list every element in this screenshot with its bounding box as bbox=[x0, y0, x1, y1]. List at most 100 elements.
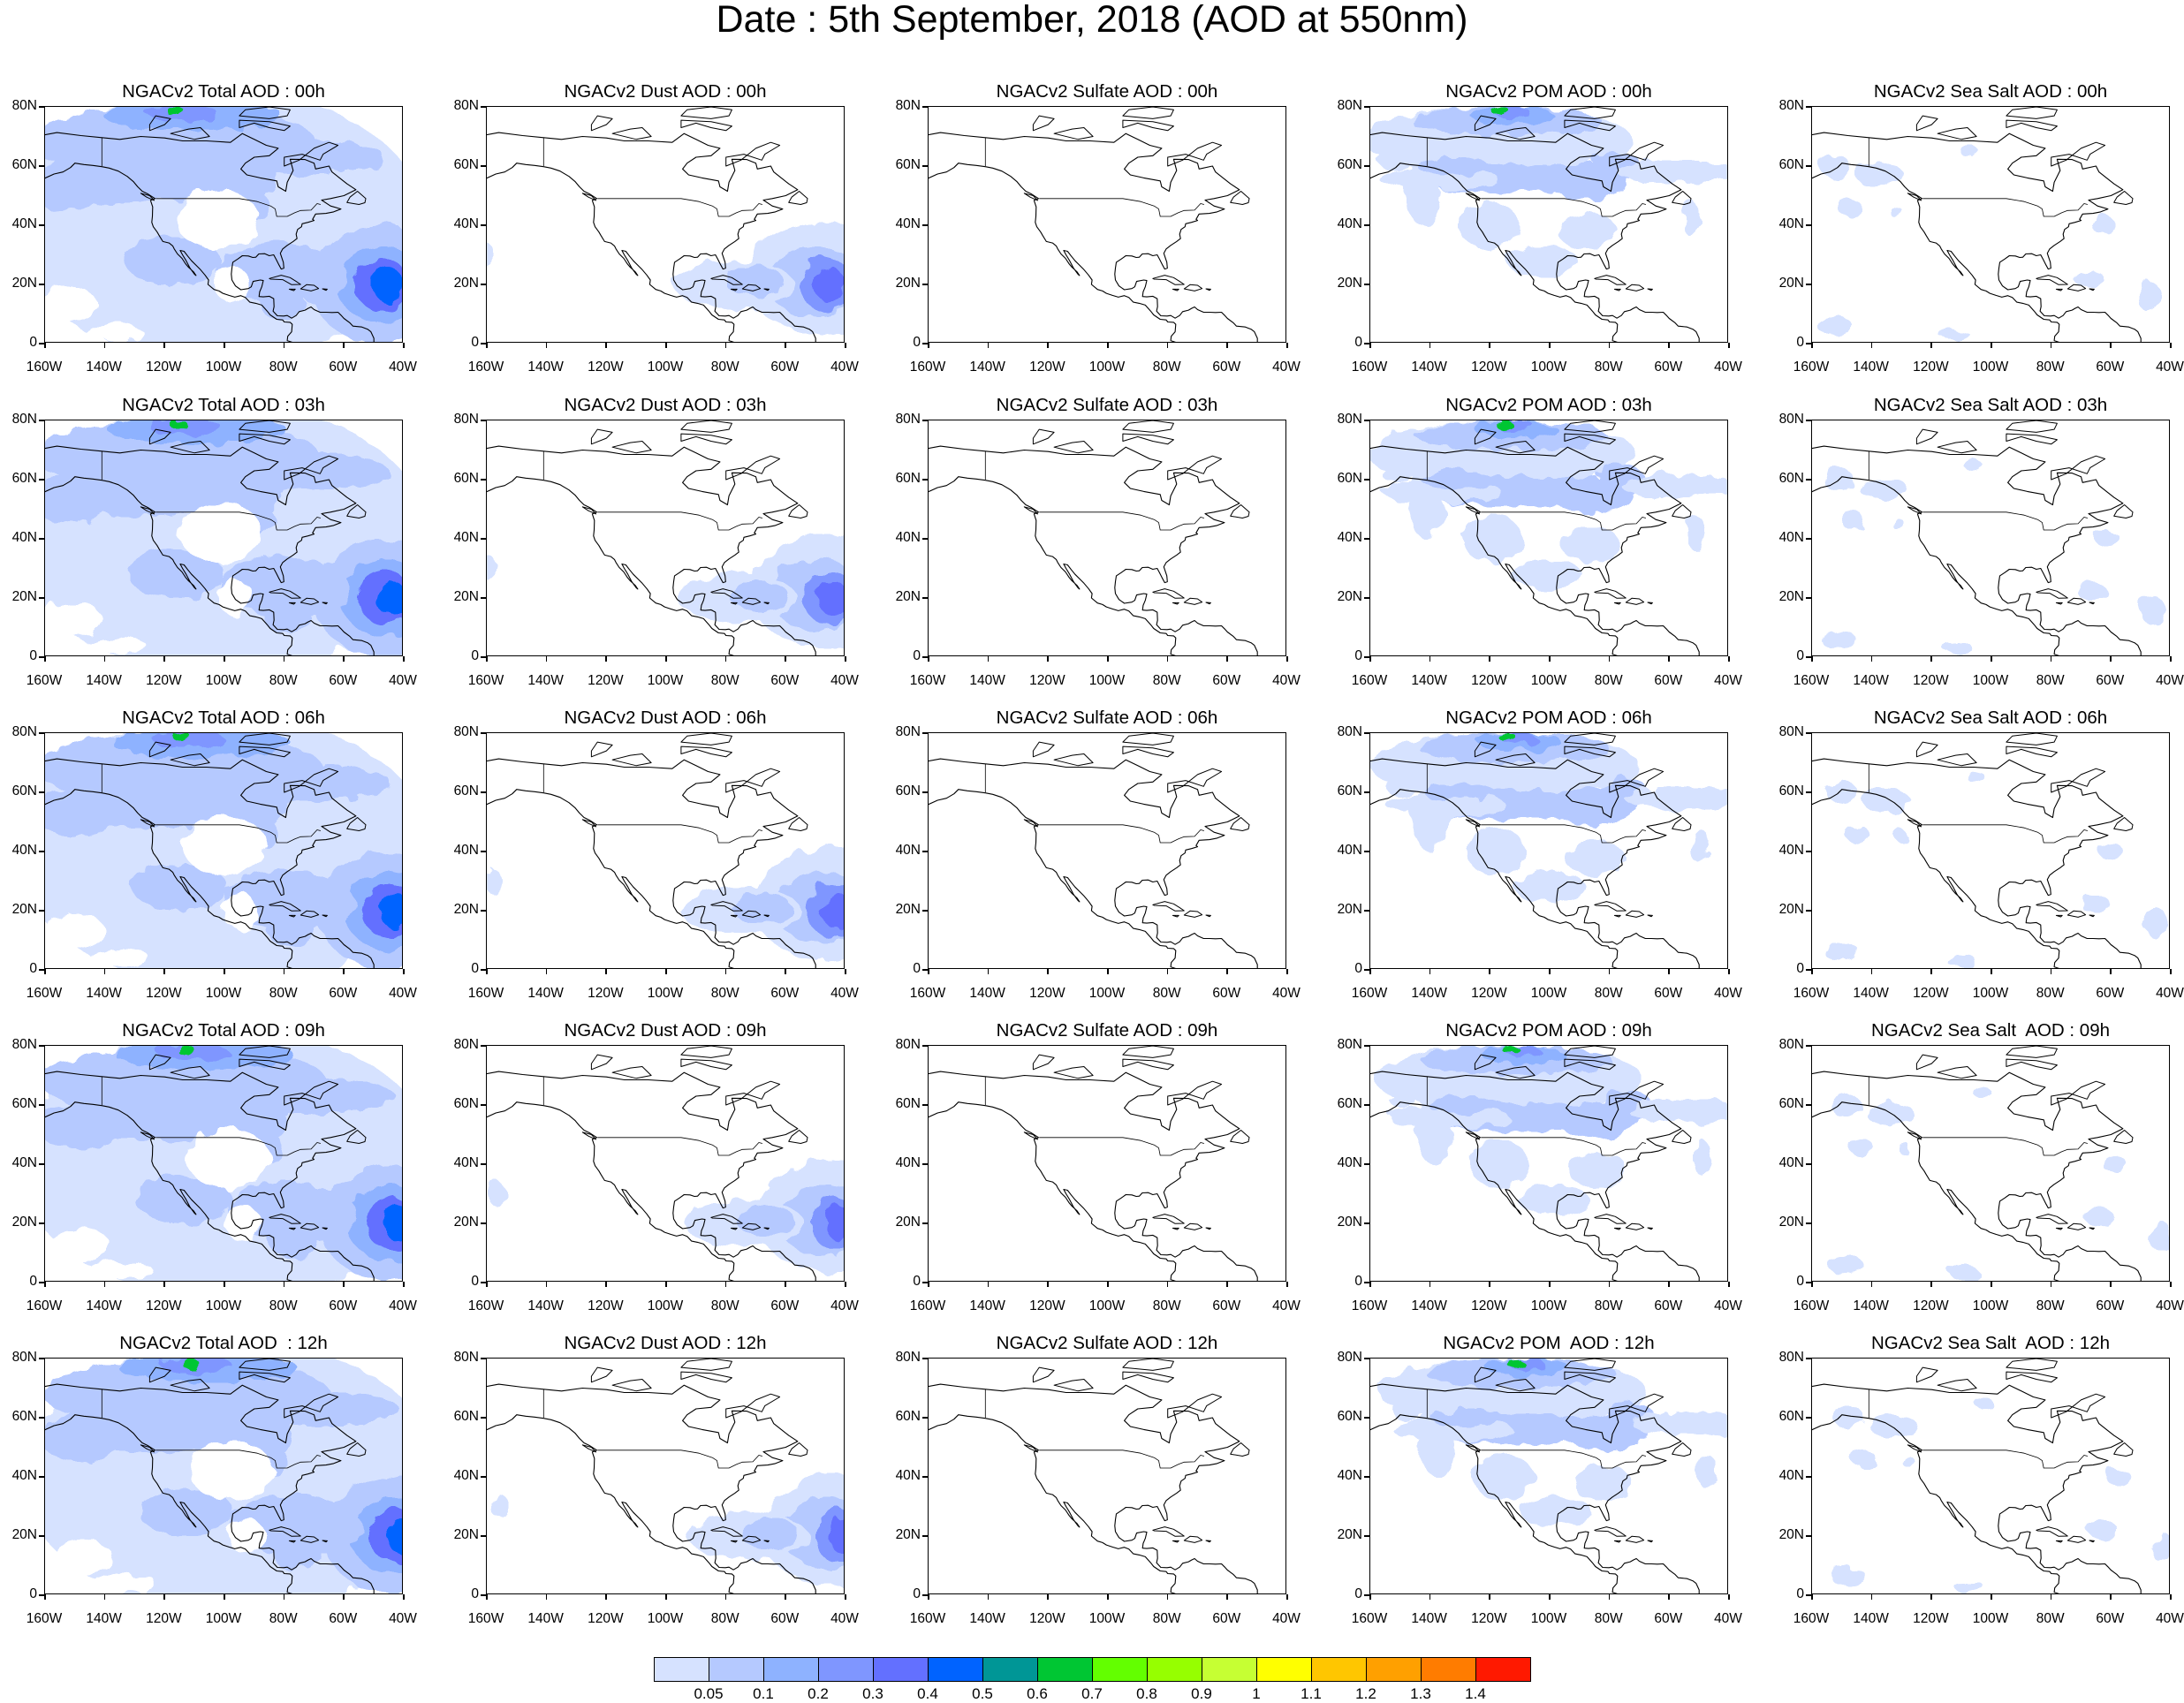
aod-contour bbox=[1466, 828, 1526, 875]
coastline bbox=[1613, 288, 1621, 291]
coastline bbox=[2113, 504, 2134, 518]
coastline bbox=[2036, 1526, 2068, 1537]
latitude-label: 40N bbox=[895, 1155, 921, 1170]
panel-title: NGACv2 POM AOD : 00h bbox=[1445, 81, 1652, 102]
latitude-label: 40N bbox=[1337, 1468, 1362, 1483]
coastline bbox=[45, 445, 375, 655]
longitude-label: 100W bbox=[647, 673, 684, 688]
coastline bbox=[140, 506, 155, 515]
latitude-label: 40N bbox=[11, 1155, 37, 1170]
latitude-label: 40N bbox=[1778, 530, 1804, 545]
coastline bbox=[155, 1137, 321, 1156]
latitude-label: 60N bbox=[11, 1096, 37, 1111]
aod-field-svg bbox=[487, 420, 844, 655]
longitude-label: 140W bbox=[1411, 673, 1447, 688]
longitude-label: 40W bbox=[830, 360, 859, 375]
coastline bbox=[1625, 597, 1645, 605]
aod-contour bbox=[1416, 157, 1489, 175]
map-panel: NGACv2 Sulfate AOD : 00h 80N 60N 40N 20N 0 160… bbox=[883, 81, 1301, 375]
coastline bbox=[2006, 746, 2058, 758]
longitude-label: 140W bbox=[1853, 360, 1889, 375]
coastline bbox=[1122, 1359, 1174, 1371]
coastline bbox=[1023, 506, 1038, 515]
aod-contour bbox=[173, 733, 192, 742]
coastline bbox=[590, 1054, 613, 1071]
coastline bbox=[487, 758, 816, 968]
aod-map bbox=[486, 1045, 845, 1282]
coastline bbox=[1812, 1383, 2142, 1593]
map-panel: NGACv2 POM AOD : 12h 80N 60N 40N 20N 0 160W 140… bbox=[1325, 1333, 1742, 1626]
coastline bbox=[1122, 746, 1174, 758]
aod-contour bbox=[177, 1046, 195, 1055]
panel-title: NGACv2 Sea Salt AOD : 00h bbox=[1873, 81, 2108, 102]
longitude-label: 160W bbox=[26, 1298, 63, 1313]
longitude-label: 100W bbox=[647, 986, 684, 1001]
coastline bbox=[1183, 1535, 1203, 1543]
coastline bbox=[322, 914, 328, 918]
aod-contour bbox=[1831, 1093, 1861, 1117]
coastline bbox=[680, 420, 732, 433]
coastline bbox=[1370, 476, 1619, 655]
latitude-label: 0 bbox=[1354, 961, 1362, 976]
longitude-tick bbox=[403, 1594, 405, 1600]
coastline bbox=[1625, 284, 1645, 291]
longitude-label: 100W bbox=[1530, 1298, 1567, 1313]
latitude-label: 80N bbox=[1337, 1037, 1362, 1052]
coastline bbox=[1812, 1071, 2142, 1281]
coastline bbox=[2036, 1214, 2068, 1224]
colorbar-label: 0.05 bbox=[694, 1685, 724, 1702]
aod-contour bbox=[2136, 281, 2161, 312]
coastline bbox=[300, 1535, 320, 1543]
aod-contour bbox=[1505, 1359, 1524, 1367]
panel-title: NGACv2 Sea Salt AOD : 06h bbox=[1873, 708, 2108, 728]
latitude-label: 0 bbox=[913, 961, 921, 976]
aod-contour bbox=[383, 1205, 402, 1242]
aod-contour bbox=[1491, 107, 1510, 116]
aod-field-svg bbox=[45, 107, 402, 342]
coastline bbox=[680, 119, 732, 132]
coastline bbox=[239, 1359, 291, 1371]
latitude-tick bbox=[1806, 656, 1811, 658]
longitude-tick bbox=[2110, 1594, 2112, 1600]
latitude-label: 60N bbox=[1778, 1409, 1804, 1424]
latitude-label: 20N bbox=[1337, 276, 1362, 291]
longitude-tick bbox=[2050, 969, 2052, 974]
map-panel: NGACv2 Sea Salt AOD : 00h 80N 60N 40N 20N 0 16… bbox=[1767, 81, 2184, 375]
latitude-label: 20N bbox=[453, 1215, 479, 1230]
aod-field-svg bbox=[487, 107, 844, 342]
latitude-label: 0 bbox=[913, 648, 921, 663]
coastline bbox=[269, 588, 301, 599]
coastline bbox=[346, 191, 367, 205]
longitude-label: 40W bbox=[389, 1611, 417, 1626]
aod-contour bbox=[2091, 216, 2116, 234]
coastline bbox=[1172, 1227, 1179, 1230]
longitude-label: 120W bbox=[1029, 986, 1065, 1001]
longitude-label: 80W bbox=[1152, 986, 1181, 1001]
coastline bbox=[1564, 733, 1616, 746]
latitude-tick bbox=[481, 224, 486, 226]
longitude-tick bbox=[785, 1594, 786, 1600]
latitude-tick bbox=[39, 1163, 44, 1165]
map-panel: NGACv2 Total AOD : 06h 80N 60N 40N 20N 0 160W 1… bbox=[0, 708, 417, 1001]
longitude-label: 40W bbox=[830, 1298, 859, 1313]
coastline bbox=[1647, 1227, 1653, 1230]
coastline bbox=[1230, 1130, 1250, 1144]
aod-contour bbox=[1899, 1143, 1912, 1155]
coastline bbox=[1495, 753, 1536, 767]
aod-field-svg bbox=[929, 733, 1258, 968]
longitude-label: 120W bbox=[1913, 986, 1949, 1001]
aod-contour bbox=[1517, 1185, 1589, 1215]
longitude-tick bbox=[1286, 1282, 1288, 1287]
longitude-label: 60W bbox=[1654, 1298, 1683, 1313]
coastline bbox=[487, 1414, 735, 1593]
latitude-tick bbox=[1364, 1535, 1369, 1537]
aod-map bbox=[928, 106, 1286, 343]
longitude-label: 140W bbox=[969, 1298, 1005, 1313]
aod-contour bbox=[1392, 1403, 1422, 1421]
latitude-label: 60N bbox=[1778, 783, 1804, 799]
coastline bbox=[346, 1442, 367, 1457]
colorbar-label: 0.9 bbox=[1191, 1685, 1212, 1702]
longitude-tick bbox=[283, 969, 285, 974]
longitude-tick bbox=[2170, 656, 2172, 662]
latitude-tick bbox=[922, 165, 928, 167]
